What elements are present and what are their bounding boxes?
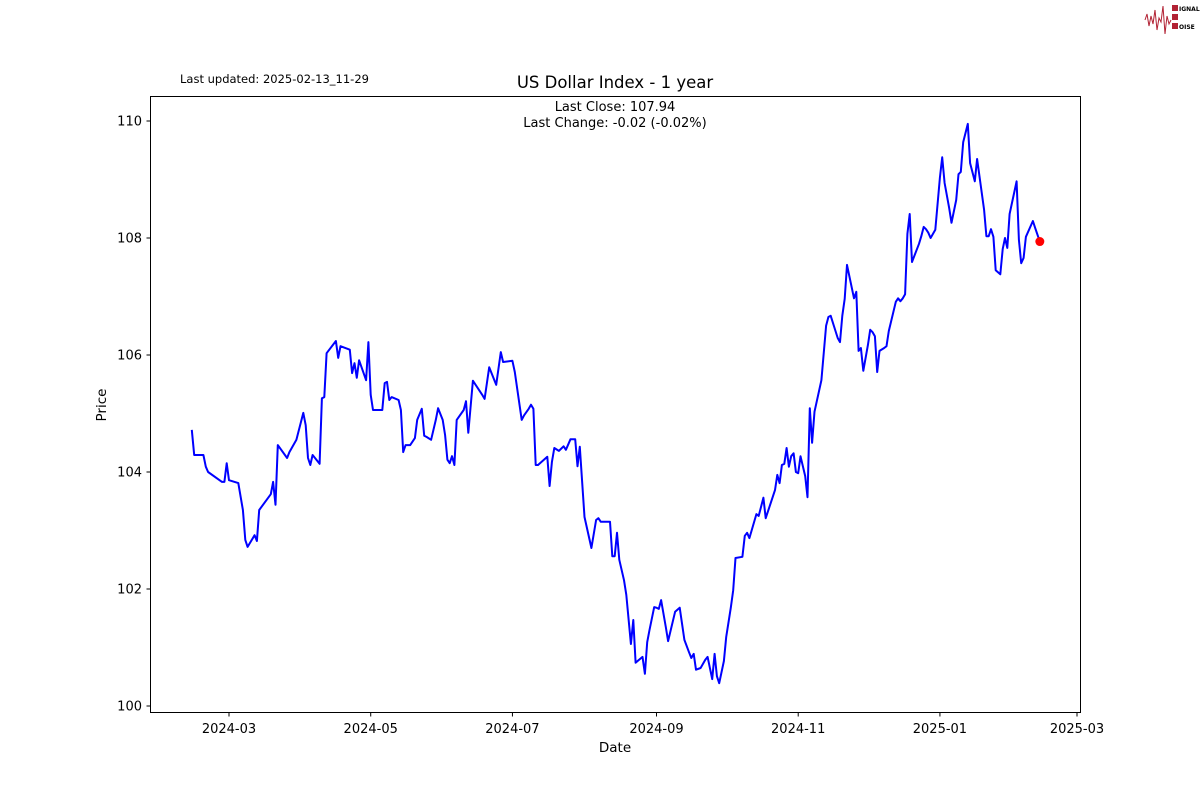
y-tick-label: 102: [117, 583, 142, 598]
y-axis-label: Price: [94, 389, 110, 422]
x-tick-label: 2024-03: [202, 722, 256, 737]
x-tick-label: 2024-05: [344, 722, 398, 737]
x-tick-label: 2025-01: [913, 722, 967, 737]
last-close-annotation: Last Close: 107.94: [555, 100, 676, 115]
plot-area: [150, 96, 1081, 713]
last-updated-label: Last updated: 2025-02-13_11-29: [180, 72, 369, 86]
y-tick-label: 108: [117, 232, 142, 247]
x-tick-label: 2024-11: [771, 722, 825, 737]
x-axis-label: Date: [599, 740, 631, 756]
x-tick-label: 2025-03: [1050, 722, 1104, 737]
x-tick-label: 2024-07: [485, 722, 539, 737]
chart-title: US Dollar Index - 1 year: [517, 73, 714, 92]
y-tick-label: 104: [117, 466, 142, 481]
y-tick-label: 110: [117, 115, 142, 130]
y-tick-label: 106: [117, 349, 142, 364]
y-axis-ticks: 100 102 104 106 108 110: [117, 115, 151, 715]
price-line: [190, 122, 1041, 685]
x-axis-ticks: 2024-03 2024-05 2024-07 2024-09 2024-11 2025-…: [202, 712, 1104, 737]
svg-text:IGNAL: IGNAL: [1179, 6, 1200, 13]
last-change-annotation: Last Change: -0.02 (-0.02%): [523, 116, 706, 131]
svg-text:OISE: OISE: [1179, 24, 1195, 31]
last-close-marker: [1035, 237, 1045, 247]
y-tick-label: 100: [117, 700, 142, 715]
logo-wave-icon: [1144, 5, 1172, 35]
signal-2-noise-logo: IGNAL OISE: [1144, 5, 1200, 35]
x-tick-label: 2024-09: [629, 722, 683, 737]
